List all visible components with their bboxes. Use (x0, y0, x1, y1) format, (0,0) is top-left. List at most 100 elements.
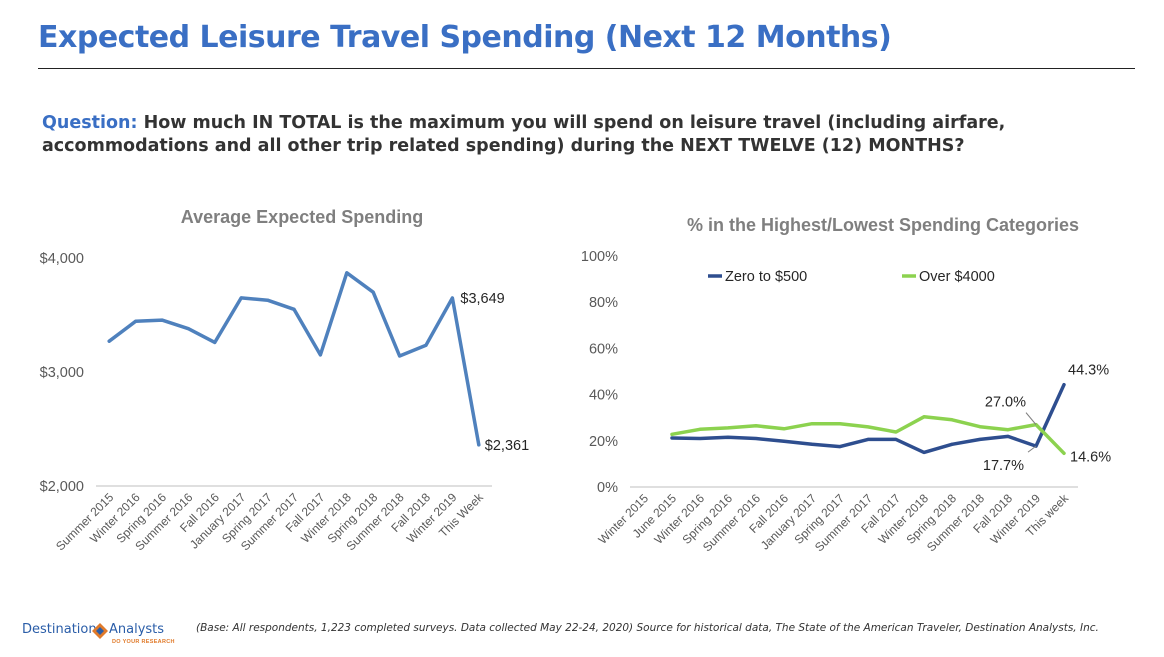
data-point (1062, 451, 1066, 455)
data-point (950, 442, 954, 446)
x-tick-label: Spring 2018 (325, 490, 381, 546)
data-point (1062, 383, 1066, 387)
x-tick-label: Fall 2017 (858, 491, 903, 536)
data-label: 27.0% (985, 395, 1026, 411)
x-tick-label: Summer 2018 (344, 490, 407, 553)
series-line-0 (107, 271, 481, 447)
x-tick-label: Summer 2018 (924, 491, 987, 554)
x-tick-label: Spring 2017 (791, 491, 847, 547)
data-point (160, 318, 164, 322)
data-point (1034, 423, 1038, 427)
logo-tagline: DO YOUR RESEARCH (112, 639, 175, 645)
x-tick-label: Winter 2018 (875, 491, 931, 547)
data-label: 14.6% (1070, 449, 1111, 465)
x-tick-label: Summer 2017 (238, 490, 301, 553)
data-point (371, 290, 375, 294)
data-point (134, 319, 138, 323)
data-point (978, 425, 982, 429)
series-line-0 (670, 382, 1066, 455)
data-point (894, 437, 898, 441)
data-point (838, 422, 842, 426)
data-point (838, 445, 842, 449)
data-point (266, 298, 270, 302)
x-tick-label: June 2015 (630, 491, 680, 541)
data-point (318, 353, 322, 357)
data-point (186, 327, 190, 331)
data-point (1006, 428, 1010, 432)
data-point (1034, 444, 1038, 448)
question-label: Question: (42, 113, 138, 133)
x-tick-label: Winter 2019 (404, 490, 460, 546)
data-label-leader (1027, 445, 1037, 453)
y-tick-label: $4,000 (40, 251, 84, 267)
y-tick-label: 60% (589, 341, 618, 357)
x-tick-label: Winter 2016 (651, 491, 707, 547)
x-tick-label: Fall 2017 (283, 490, 328, 535)
data-point (107, 339, 111, 343)
data-point (477, 443, 481, 447)
x-tick-label: Summer 2017 (812, 491, 875, 554)
data-point (450, 296, 454, 300)
data-point (239, 296, 243, 300)
y-tick-label: 80% (589, 295, 618, 311)
data-point (782, 439, 786, 443)
y-tick-label: 40% (589, 388, 618, 404)
x-tick-label: Summer 2016 (700, 491, 763, 554)
data-point (810, 422, 814, 426)
x-tick-label: Spring 2016 (113, 490, 169, 546)
y-tick-label: 0% (597, 480, 618, 496)
question-body: How much IN TOTAL is the maximum you wil… (42, 113, 1006, 156)
data-point (698, 427, 702, 431)
data-point (810, 442, 814, 446)
logo-text-right: Analysts (109, 622, 165, 637)
data-point (398, 354, 402, 358)
x-tick-label: Winter 2019 (987, 491, 1043, 547)
x-tick-label: Fall 2016 (177, 490, 222, 535)
source-footnote: (Base: All respondents, 1,223 completed … (196, 622, 1099, 634)
data-point (950, 418, 954, 422)
x-tick-label: Spring 2018 (903, 491, 959, 547)
chart-title: % in the Highest/Lowest Spending Categor… (687, 215, 1079, 235)
x-tick-label: This Week (436, 490, 487, 541)
legend-label: Over $4000 (919, 269, 995, 285)
data-point (782, 427, 786, 431)
data-point (866, 437, 870, 441)
series-line-1 (670, 415, 1066, 456)
data-point (726, 426, 730, 430)
x-tick-label: This week (1023, 491, 1072, 540)
data-label: 17.7% (983, 458, 1024, 474)
data-point (292, 307, 296, 311)
x-tick-label: Winter 2018 (298, 490, 354, 546)
data-point (754, 424, 758, 428)
diamond-logo-icon (92, 623, 108, 639)
legend-label: Zero to $500 (725, 269, 807, 285)
data-point (894, 430, 898, 434)
data-point (698, 436, 702, 440)
x-tick-label: January 2017 (758, 491, 820, 553)
y-tick-label: $3,000 (40, 365, 84, 381)
title-divider (38, 68, 1135, 69)
x-tick-label: Fall 2018 (388, 490, 433, 535)
x-tick-label: Fall 2018 (970, 491, 1015, 536)
x-tick-label: Summer 2016 (132, 490, 195, 553)
data-point (1006, 434, 1010, 438)
data-point (213, 340, 217, 344)
x-tick-label: Summer 2015 (53, 490, 116, 553)
data-label-leader (1025, 412, 1037, 425)
data-point (754, 436, 758, 440)
data-label: 44.3% (1068, 363, 1109, 379)
data-label: $3,649 (460, 291, 504, 307)
data-point (978, 437, 982, 441)
x-tick-label: Spring 2016 (679, 491, 735, 547)
data-point (670, 432, 674, 436)
data-point (922, 450, 926, 454)
data-point (726, 435, 730, 439)
data-point (345, 271, 349, 275)
y-tick-label: $2,000 (40, 479, 84, 495)
data-label: $2,361 (485, 438, 529, 454)
chart-title: Average Expected Spending (181, 207, 423, 227)
question-text: Question: How much IN TOTAL is the maxim… (42, 112, 1102, 158)
x-tick-label: Winter 2015 (595, 491, 651, 547)
